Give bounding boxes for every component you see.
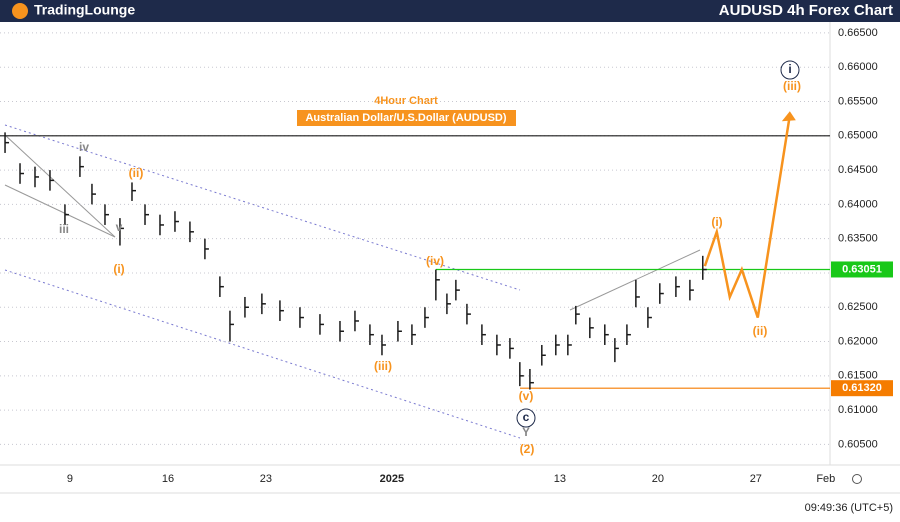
x-tick-label: 27 xyxy=(750,473,762,485)
wedge-line xyxy=(4,184,116,238)
wave-label: (ii) xyxy=(753,324,768,338)
wave-label: iii xyxy=(59,222,69,236)
wave-label: (iv) xyxy=(426,254,444,268)
projection-path xyxy=(703,115,792,318)
y-tick-label: 0.63500 xyxy=(838,233,878,245)
x-tick-label: 16 xyxy=(162,473,174,485)
level-label: 0.63051 xyxy=(842,263,882,275)
wave-label: (i) xyxy=(711,215,722,229)
header-title: AUDUSD 4h Forex Chart xyxy=(719,2,893,19)
chart-subtitle: Australian Dollar/U.S.Dollar (AUDUSD) xyxy=(305,112,506,124)
y-tick-label: 0.61000 xyxy=(838,404,878,416)
chart-title: 4Hour Chart xyxy=(374,95,438,107)
wave-label: (iii) xyxy=(783,79,801,93)
clock: 09:49:36 (UTC+5) xyxy=(805,502,893,514)
wedge-line xyxy=(569,249,701,311)
level-label-box xyxy=(831,380,893,397)
header-bar xyxy=(0,0,900,22)
settings-icon[interactable] xyxy=(852,474,862,484)
y-tick-label: 0.62500 xyxy=(838,301,878,313)
logo: TradingLounge xyxy=(34,2,135,18)
wave-label: Y xyxy=(522,425,530,439)
y-tick-label: 0.64500 xyxy=(838,164,878,176)
wave-label: (2) xyxy=(520,442,535,456)
y-tick-label: 0.64000 xyxy=(838,198,878,210)
level-label-box xyxy=(831,261,893,278)
wave-label: c xyxy=(523,410,530,424)
level-label: 0.61320 xyxy=(842,382,882,394)
channel-line xyxy=(4,124,521,291)
y-tick-label: 0.65000 xyxy=(838,130,878,142)
wave-label: (i) xyxy=(113,262,124,276)
y-tick-label: 0.60500 xyxy=(838,438,878,450)
projection-arrow xyxy=(781,111,796,122)
x-tick-label: 2025 xyxy=(380,473,404,485)
y-tick-label: 0.65500 xyxy=(838,95,878,107)
wave-label: (iii) xyxy=(374,359,392,373)
wave-label: (ii) xyxy=(129,166,144,180)
wave-label: i xyxy=(788,62,791,76)
wave-label: iv xyxy=(79,140,89,154)
y-tick-label: 0.61500 xyxy=(838,370,878,382)
x-tick-label: 20 xyxy=(652,473,664,485)
x-tick-label: 9 xyxy=(67,473,73,485)
wedge-line xyxy=(4,134,116,238)
wave-circle xyxy=(780,60,800,80)
logo-icon xyxy=(12,3,28,19)
y-tick-label: 0.66000 xyxy=(838,61,878,73)
y-tick-label: 0.66500 xyxy=(838,27,878,39)
subtitle-box xyxy=(297,110,516,126)
wave-label: (v) xyxy=(519,389,534,403)
y-tick-label: 0.62000 xyxy=(838,335,878,347)
x-tick-label: 23 xyxy=(260,473,272,485)
channel-line xyxy=(4,269,521,439)
wave-label: v xyxy=(116,220,123,234)
x-tick-label: 13 xyxy=(554,473,566,485)
x-tick-label: Feb xyxy=(816,473,835,485)
wave-circle xyxy=(516,408,536,428)
